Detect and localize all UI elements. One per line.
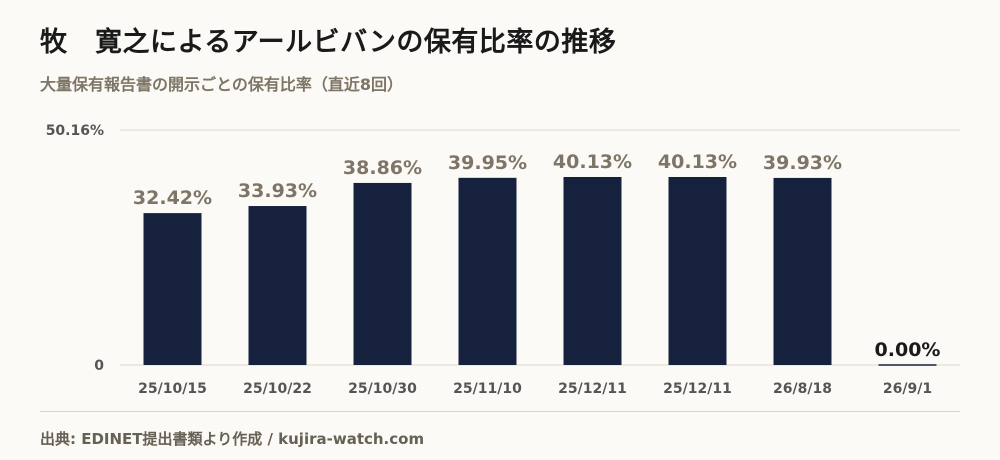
bar-value-label: 38.86%	[343, 157, 422, 179]
source-note: 出典: EDINET提出書類より作成 / kujira-watch.com	[40, 430, 425, 448]
x-tick-label: 25/10/22	[243, 381, 312, 397]
bar-value-label: 39.95%	[448, 152, 527, 174]
bar-value-label: 33.93%	[238, 180, 317, 202]
x-tick-label: 25/10/30	[348, 381, 417, 397]
bar-value-label: 39.93%	[763, 152, 842, 174]
x-tick-label: 25/10/15	[138, 381, 207, 397]
x-tick-label: 26/9/1	[883, 381, 932, 397]
bar	[458, 177, 517, 365]
bar	[353, 182, 412, 365]
bar	[248, 206, 307, 365]
bar	[668, 176, 727, 365]
bar-value-label: 32.42%	[133, 187, 212, 209]
footer-divider	[40, 411, 960, 412]
bar-value-label: 40.13%	[553, 151, 632, 173]
x-tick-label: 25/12/11	[558, 381, 627, 397]
x-tick-label: 25/12/11	[663, 381, 732, 397]
x-tick-label: 25/11/10	[453, 381, 522, 397]
bar	[563, 176, 622, 365]
x-tick-label: 26/8/18	[773, 381, 832, 397]
y-tick-label: 50.16%	[46, 123, 104, 139]
chart-title: 牧 寛之によるアールビバンの保有比率の推移	[40, 27, 617, 58]
bar-value-label: 40.13%	[658, 151, 737, 173]
chart-subtitle: 大量保有報告書の開示ごとの保有比率（直近8回）	[40, 75, 403, 94]
bar-value-label: 0.00%	[875, 339, 941, 361]
y-tick-label: 0	[94, 358, 104, 374]
bar	[773, 177, 832, 365]
bar	[143, 213, 202, 365]
